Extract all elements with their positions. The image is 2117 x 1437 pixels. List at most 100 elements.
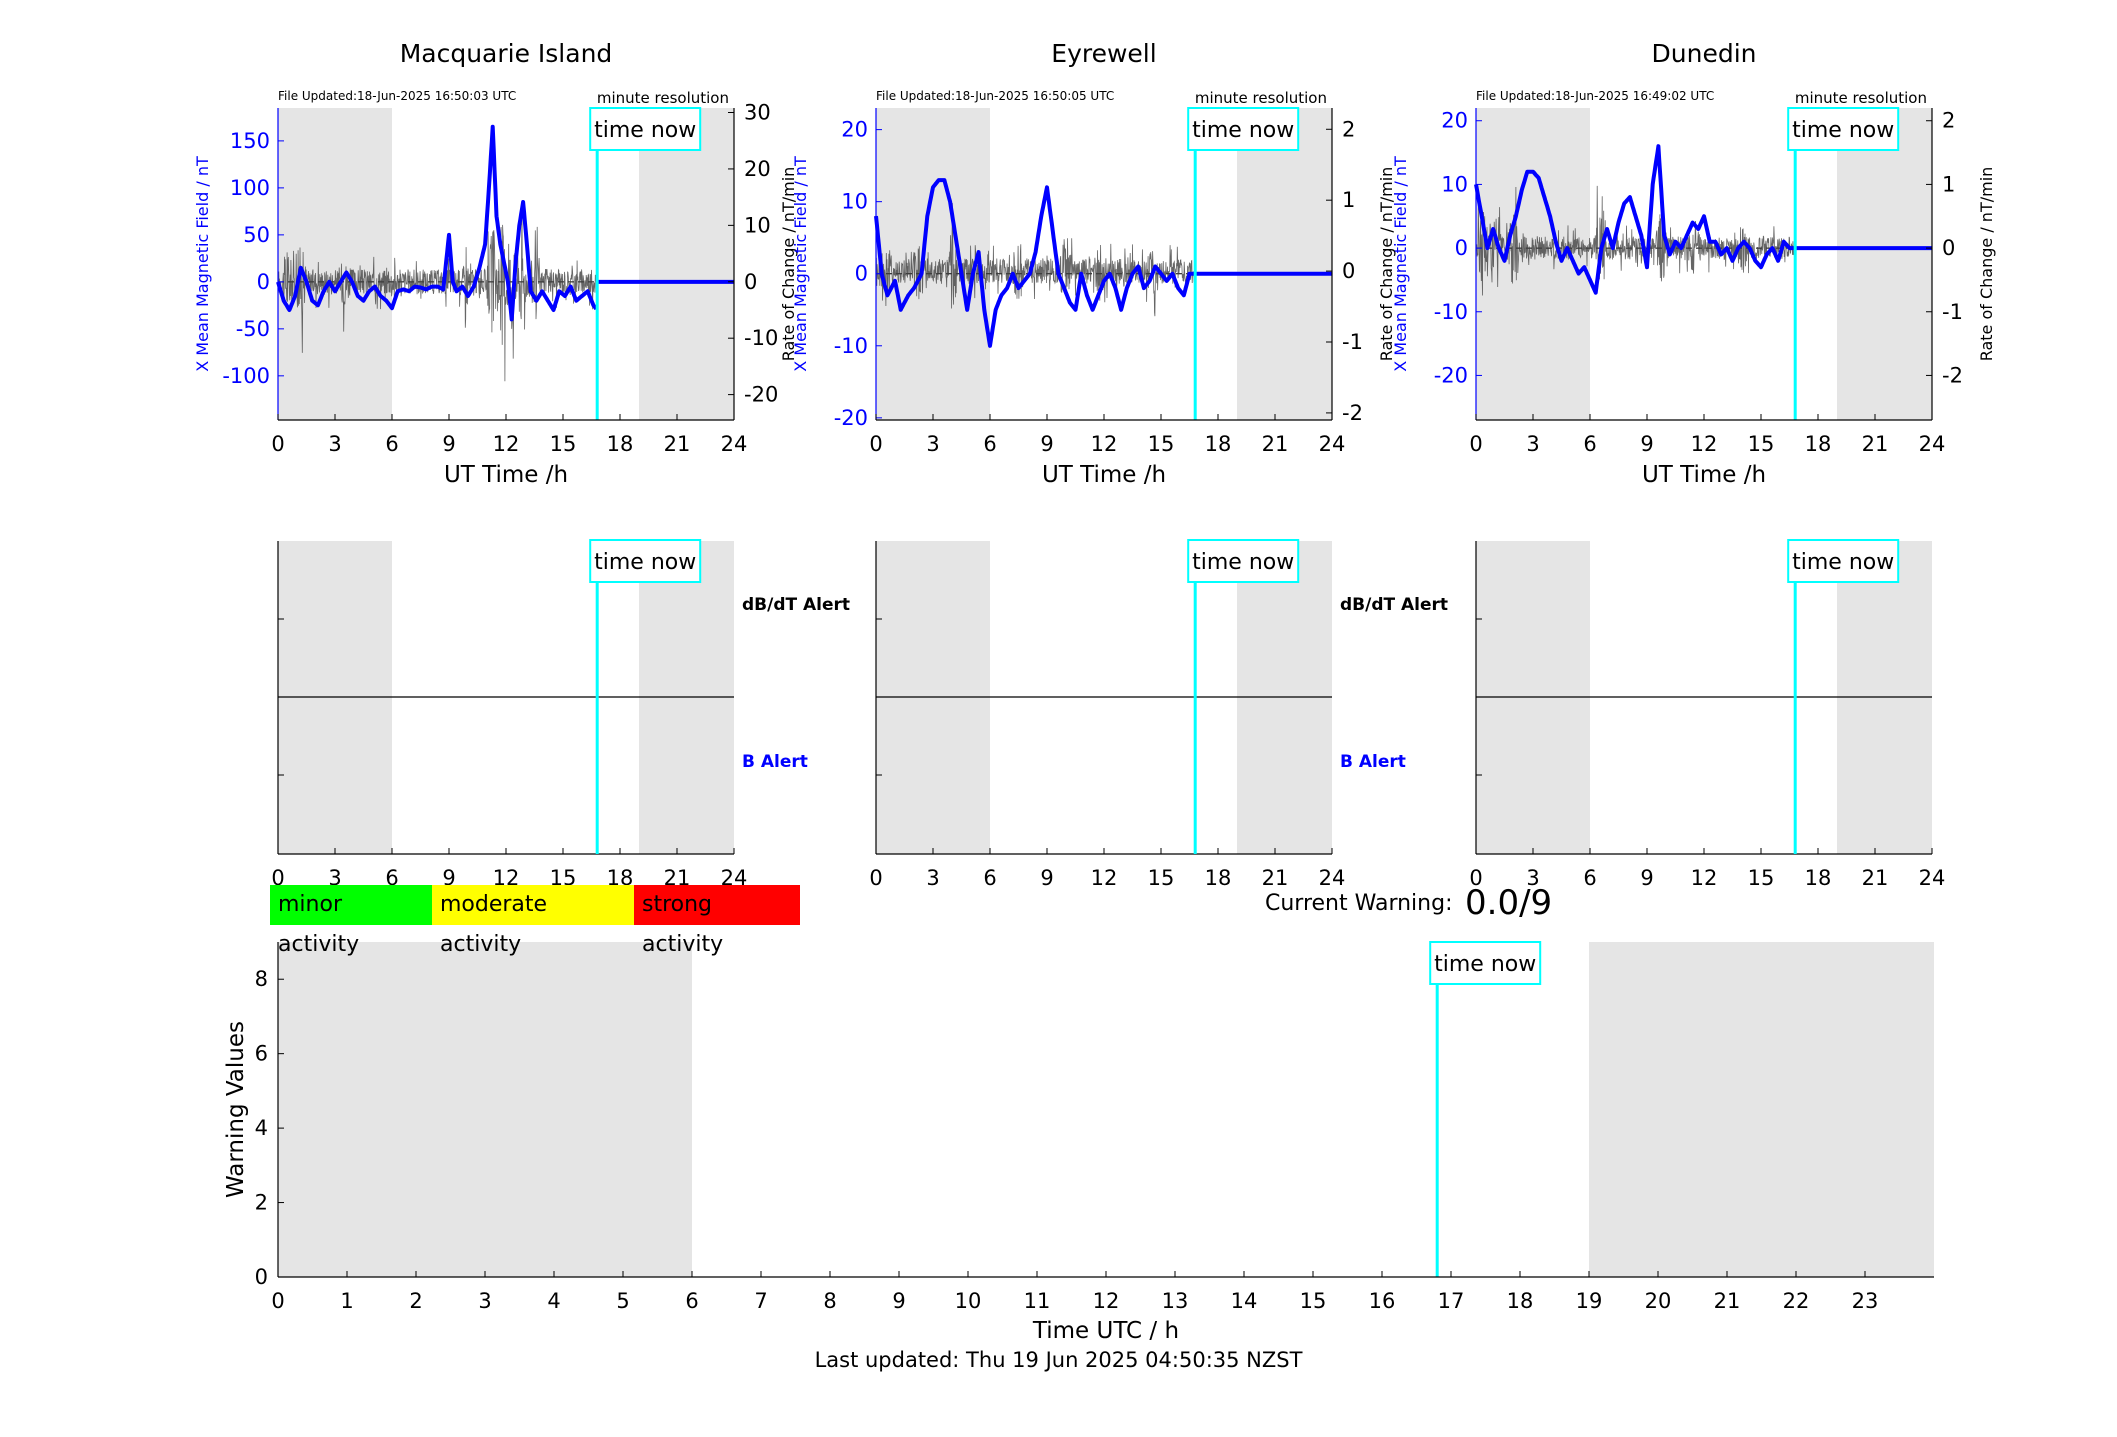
station-panel-1: Eyrewell File Updated:18-Jun-2025 16:50:0… bbox=[791, 39, 1448, 890]
y-tick-label-right: 0 bbox=[744, 270, 757, 294]
x-tick-label: 0 bbox=[1469, 866, 1482, 890]
x-tick-label: 10 bbox=[955, 1289, 982, 1313]
x-tick-label: 4 bbox=[547, 1289, 560, 1313]
x-tick-label: 24 bbox=[1319, 432, 1346, 456]
x-tick-label: 2 bbox=[409, 1289, 422, 1313]
night-band bbox=[278, 108, 392, 420]
y-tick-label-right: 1 bbox=[1342, 188, 1355, 212]
resolution-label: minute resolution bbox=[597, 89, 729, 107]
y-tick-label-right: -1 bbox=[1342, 330, 1363, 354]
time-now-label: time now bbox=[1792, 550, 1894, 575]
x-tick-label: 17 bbox=[1438, 1289, 1465, 1313]
y-tick-label-left: 0 bbox=[855, 262, 868, 286]
b-alert-label: B Alert bbox=[1340, 752, 1406, 772]
x-tick-label: 0 bbox=[271, 432, 284, 456]
x-tick-label: 18 bbox=[1805, 432, 1832, 456]
x-axis-label: UT Time /h bbox=[444, 462, 568, 488]
x-tick-label: 21 bbox=[1862, 866, 1889, 890]
x-tick-label: 21 bbox=[664, 432, 691, 456]
last-updated-text: Last updated: Thu 19 Jun 2025 04:50:35 N… bbox=[814, 1348, 1303, 1372]
y-tick-label-right: 30 bbox=[744, 101, 771, 125]
x-tick-label: 3 bbox=[328, 866, 341, 890]
x-tick-label: 9 bbox=[1040, 432, 1053, 456]
y-tick-label-right: 1 bbox=[1942, 172, 1955, 196]
magnetic-field-line bbox=[276, 124, 598, 322]
time-now-box bbox=[589, 107, 702, 151]
dbdt-alert-label: dB/dT Alert bbox=[742, 595, 850, 615]
x-tick-label: 9 bbox=[442, 432, 455, 456]
file-updated-text: File Updated:18-Jun-2025 16:49:02 UTC bbox=[1476, 89, 1714, 103]
y-tick-label-right: 2 bbox=[1342, 117, 1355, 141]
time-now-box bbox=[1187, 539, 1300, 583]
x-tick-label: 8 bbox=[823, 1289, 836, 1313]
y-tick-label-left: -20 bbox=[1434, 363, 1468, 387]
y-tick-label-left: 150 bbox=[230, 129, 270, 153]
y-axis-label: Warning Values bbox=[223, 1021, 249, 1198]
x-tick-label: 13 bbox=[1162, 1289, 1189, 1313]
y-tick-label-right: -2 bbox=[1342, 401, 1363, 425]
y-tick-label-left: 100 bbox=[230, 176, 270, 200]
x-tick-label: 3 bbox=[478, 1289, 491, 1313]
x-tick-label: 14 bbox=[1231, 1289, 1258, 1313]
time-now-label: time now bbox=[594, 118, 696, 143]
y-tick-label-right: -2 bbox=[1942, 363, 1963, 387]
x-tick-label: 21 bbox=[1714, 1289, 1741, 1313]
rate-of-change-line bbox=[277, 204, 598, 382]
y-tick-label-right: -10 bbox=[744, 326, 778, 350]
x-tick-label: 15 bbox=[1148, 866, 1175, 890]
x-axis-label: UT Time /h bbox=[1642, 462, 1766, 488]
x-tick-label: 9 bbox=[1640, 432, 1653, 456]
x-tick-label: 18 bbox=[1507, 1289, 1534, 1313]
y-tick-label: 2 bbox=[255, 1191, 268, 1215]
x-tick-label: 18 bbox=[1205, 866, 1232, 890]
x-tick-label: 9 bbox=[1040, 866, 1053, 890]
x-tick-label: 18 bbox=[607, 432, 634, 456]
dbdt-alert-label: dB/dT Alert bbox=[1340, 595, 1448, 615]
night-band bbox=[1837, 108, 1932, 420]
x-tick-label: 12 bbox=[493, 432, 520, 456]
time-now-box bbox=[1429, 941, 1542, 985]
resolution-label: minute resolution bbox=[1195, 89, 1327, 107]
x-tick-label: 11 bbox=[1024, 1289, 1051, 1313]
time-now-label: time now bbox=[1192, 118, 1294, 143]
current-warning-value: 0.0/9 bbox=[1465, 883, 1553, 923]
y-axis-label-right: Rate of Change / nT/min bbox=[779, 167, 798, 362]
x-tick-label: 20 bbox=[1645, 1289, 1672, 1313]
x-tick-label: 24 bbox=[1319, 866, 1346, 890]
night-band bbox=[278, 942, 692, 1277]
x-axis-label: Time UTC / h bbox=[1032, 1318, 1179, 1344]
x-tick-label: 12 bbox=[1091, 866, 1118, 890]
x-tick-label: 15 bbox=[1300, 1289, 1327, 1313]
legend-moderate-activity: moderate activity bbox=[432, 885, 634, 957]
x-tick-label: 3 bbox=[1526, 432, 1539, 456]
x-tick-label: 18 bbox=[1205, 432, 1232, 456]
rate-of-change-line bbox=[1475, 185, 1796, 296]
x-tick-label: 0 bbox=[1469, 432, 1482, 456]
x-tick-label: 0 bbox=[271, 1289, 284, 1313]
b-alert-label: B Alert bbox=[742, 752, 808, 772]
x-tick-label: 6 bbox=[983, 432, 996, 456]
x-tick-label: 9 bbox=[442, 866, 455, 890]
x-tick-label: 19 bbox=[1576, 1289, 1603, 1313]
activity-legend: minor activity moderate activity strong … bbox=[270, 885, 800, 957]
x-tick-label: 9 bbox=[892, 1289, 905, 1313]
file-updated-text: File Updated:18-Jun-2025 16:50:03 UTC bbox=[278, 89, 516, 103]
x-tick-label: 6 bbox=[983, 866, 996, 890]
x-tick-label: 3 bbox=[926, 866, 939, 890]
x-tick-label: 6 bbox=[1583, 432, 1596, 456]
y-tick-label-left: 50 bbox=[243, 223, 270, 247]
y-tick-label-left: -10 bbox=[834, 334, 868, 358]
y-tick-label-right: -1 bbox=[1942, 300, 1963, 324]
x-tick-label: 3 bbox=[926, 432, 939, 456]
time-now-box bbox=[1187, 107, 1300, 151]
x-tick-label: 5 bbox=[616, 1289, 629, 1313]
x-tick-label: 24 bbox=[1919, 432, 1946, 456]
magnetic-field-line bbox=[1474, 144, 1796, 295]
magnetic-field-line bbox=[874, 178, 1196, 348]
x-tick-label: 24 bbox=[721, 432, 748, 456]
time-now-box bbox=[589, 539, 702, 583]
station-title: Dunedin bbox=[1652, 39, 1757, 68]
y-axis-label-left: X Mean Magnetic Field / nT bbox=[791, 156, 810, 372]
x-tick-label: 6 bbox=[1583, 866, 1596, 890]
legend-strong-activity: strong activity bbox=[634, 885, 800, 957]
